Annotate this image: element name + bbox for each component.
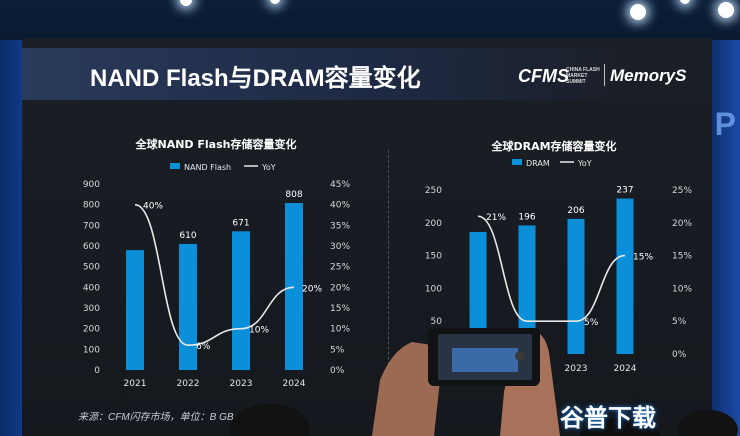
- category-label: 2022: [177, 379, 200, 389]
- led-wall-right: [710, 40, 740, 436]
- y2-tick-label: 25%: [330, 263, 350, 273]
- stage-light: [270, 0, 280, 4]
- y-tick-label: 900: [83, 180, 100, 190]
- stage-light: [180, 0, 192, 6]
- memorys-logo: MemoryS: [610, 66, 687, 85]
- led-wall-left: [0, 40, 22, 436]
- y2-tick-label: 0%: [330, 366, 345, 376]
- stage-light: [630, 4, 646, 20]
- y2-tick-label: 35%: [330, 221, 350, 231]
- y-tick-label: 800: [83, 201, 100, 211]
- y2-tick-label: 5%: [330, 345, 345, 355]
- chart-title: 全球DRAM存储容量变化: [490, 139, 616, 153]
- left-hand: [372, 342, 443, 436]
- y2-tick-label: 40%: [330, 201, 350, 211]
- chart-title: 全球NAND Flash存储容量变化: [135, 137, 297, 151]
- audience-head: [230, 404, 310, 436]
- bar: [126, 250, 144, 370]
- slide-title: NAND Flash与DRAM容量变化: [90, 65, 421, 92]
- yoy-value-label: 21%: [486, 213, 506, 223]
- y-tick-label: 100: [83, 345, 100, 355]
- bar-value-label: 237: [616, 186, 633, 196]
- audience-head: [678, 410, 738, 436]
- y-tick-label: 400: [83, 283, 100, 293]
- y2-tick-label: 10%: [672, 284, 692, 294]
- watermark: 谷普下载: [560, 405, 656, 432]
- phone-camera-icon: [515, 351, 525, 361]
- bar: [469, 231, 487, 354]
- y2-tick-label: 0%: [672, 350, 687, 360]
- bar-value-label: 808: [285, 190, 302, 200]
- bar-value-label: 671: [232, 218, 249, 228]
- slide-title-bar: [22, 48, 642, 100]
- y2-tick-label: 15%: [672, 252, 692, 262]
- yoy-value-label: 10%: [249, 326, 269, 336]
- y2-tick-label: 20%: [330, 283, 350, 293]
- bar: [179, 243, 197, 370]
- bar: [232, 231, 250, 370]
- y-tick-label: 500: [83, 263, 100, 273]
- yoy-value-label: 15%: [633, 253, 653, 263]
- legend-bar-swatch: [512, 159, 522, 165]
- y-tick-label: 200: [425, 219, 442, 229]
- y-tick-label: 700: [83, 221, 100, 231]
- legend-line-label: YoY: [577, 159, 592, 168]
- chart-divider: [388, 150, 390, 400]
- category-label: 2023: [230, 379, 253, 389]
- yoy-value-label: 20%: [302, 284, 322, 294]
- bar-value-label: 196: [518, 212, 535, 222]
- stage-light: [718, 2, 734, 18]
- yoy-line: [134, 203, 295, 347]
- y-tick-label: 100: [425, 284, 442, 294]
- yoy-line: [477, 215, 626, 323]
- y2-tick-label: 45%: [330, 180, 350, 190]
- category-label: 2023: [565, 364, 588, 374]
- bar: [616, 198, 634, 354]
- cfms-logo-subtitle: CHINA FLASH MARKET SUMMIT: [566, 67, 600, 85]
- phone-screen-bars: [452, 348, 518, 372]
- cfms-logo: CFMS: [518, 66, 569, 86]
- y-tick-label: 50: [431, 317, 443, 327]
- bar-value-label: 610: [179, 231, 196, 241]
- y-tick-label: 0: [94, 366, 100, 376]
- y2-tick-label: 10%: [330, 325, 350, 335]
- stage-ceiling: [0, 0, 740, 40]
- y-tick-label: 600: [83, 242, 100, 252]
- bar-value-label: 206: [567, 206, 584, 216]
- source-note: 来源：CFM闪存市场，单位：B GB: [78, 412, 234, 423]
- y2-tick-label: 5%: [672, 317, 687, 327]
- audience-head: [580, 418, 660, 436]
- legend-line-label: YoY: [261, 163, 276, 172]
- yoy-value-label: 6%: [196, 342, 211, 352]
- legend-bar-label: NAND Flash: [184, 163, 231, 172]
- y2-tick-label: 30%: [330, 242, 350, 252]
- category-label: 2024: [283, 379, 306, 389]
- legend-bar-label: DRAM: [526, 159, 550, 168]
- bar: [285, 203, 303, 370]
- y-tick-label: 250: [425, 186, 442, 196]
- stage-light: [680, 0, 690, 4]
- yoy-value-label: 40%: [143, 202, 163, 212]
- legend-bar-swatch: [170, 163, 180, 169]
- y2-tick-label: 15%: [330, 304, 350, 314]
- category-label: 2024: [614, 364, 637, 374]
- category-label: 2021: [124, 379, 147, 389]
- y2-tick-label: 25%: [672, 186, 692, 196]
- y2-tick-label: 20%: [672, 219, 692, 229]
- led-wall-glyph: P: [714, 106, 736, 142]
- y-tick-label: 150: [425, 252, 442, 262]
- yoy-value-label: 5%: [584, 318, 599, 328]
- y-tick-label: 300: [83, 304, 100, 314]
- y-tick-label: 200: [83, 325, 100, 335]
- logo-divider: [604, 64, 605, 86]
